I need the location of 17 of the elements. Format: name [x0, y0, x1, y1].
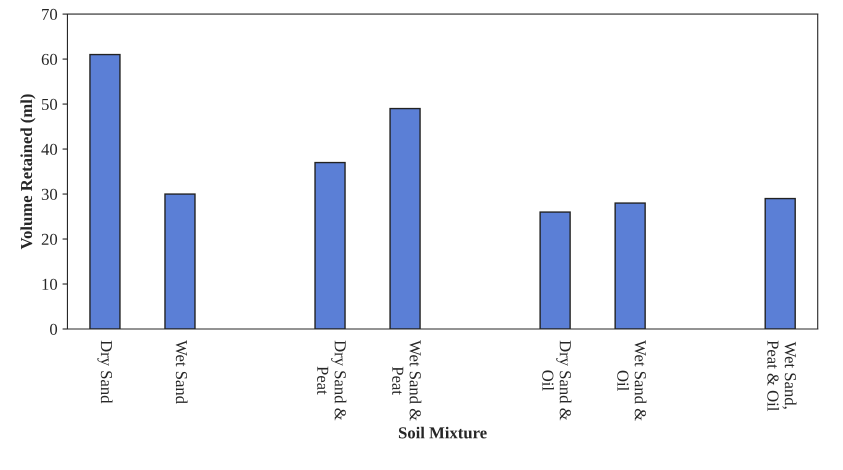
x-axis-title: Soil Mixture — [398, 426, 487, 438]
x-tick-label: Wet Sand, Peat & Oil — [767, 340, 796, 412]
y-tick-label: 20 — [42, 234, 58, 245]
x-tick-label: Dry Sand — [97, 340, 113, 404]
y-tick-label: 60 — [42, 54, 58, 66]
y-tick-label: 70 — [42, 8, 58, 20]
x-tick-label: Wet Sand — [176, 340, 188, 404]
y-axis-title: Volume Retained (ml) — [20, 94, 36, 250]
y-tick-label: 0 — [50, 324, 58, 335]
y-tick-label: 50 — [42, 98, 58, 110]
x-tick-label: Wet Sand & Peat — [392, 340, 422, 421]
x-tick-label: Dry Sand & Oil — [542, 340, 572, 420]
y-tick-label: 30 — [42, 188, 58, 200]
y-tick-label: 40 — [41, 144, 58, 156]
x-tick-label: Wet Sand & Oil — [617, 340, 646, 421]
y-tick-label: 10 — [42, 278, 58, 290]
x-tick-label: Dry Sand & Peat — [317, 340, 346, 420]
